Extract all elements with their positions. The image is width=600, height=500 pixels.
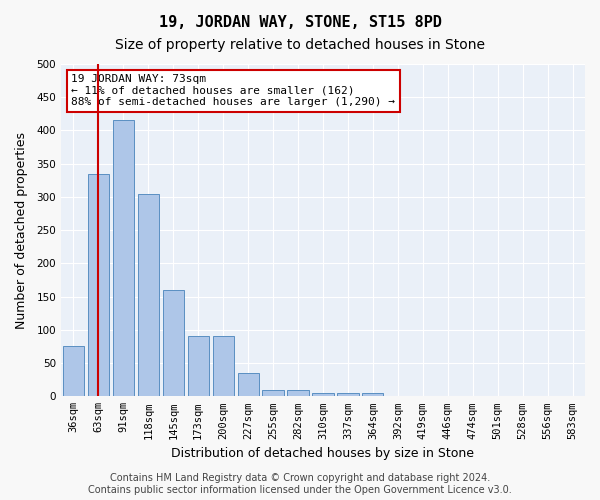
Text: 19, JORDAN WAY, STONE, ST15 8PD: 19, JORDAN WAY, STONE, ST15 8PD <box>158 15 442 30</box>
Bar <box>287 390 308 396</box>
Text: Contains HM Land Registry data © Crown copyright and database right 2024.
Contai: Contains HM Land Registry data © Crown c… <box>88 474 512 495</box>
Bar <box>88 174 109 396</box>
Bar <box>313 393 334 396</box>
Bar <box>63 346 84 397</box>
Y-axis label: Number of detached properties: Number of detached properties <box>15 132 28 328</box>
Bar <box>362 393 383 396</box>
Text: Size of property relative to detached houses in Stone: Size of property relative to detached ho… <box>115 38 485 52</box>
X-axis label: Distribution of detached houses by size in Stone: Distribution of detached houses by size … <box>172 447 475 460</box>
Bar <box>337 393 359 396</box>
Bar <box>163 290 184 397</box>
Text: 19 JORDAN WAY: 73sqm
← 11% of detached houses are smaller (162)
88% of semi-deta: 19 JORDAN WAY: 73sqm ← 11% of detached h… <box>71 74 395 107</box>
Bar <box>238 373 259 396</box>
Bar <box>188 336 209 396</box>
Bar <box>212 336 234 396</box>
Bar <box>137 194 159 396</box>
Bar <box>262 390 284 396</box>
Bar <box>113 120 134 396</box>
